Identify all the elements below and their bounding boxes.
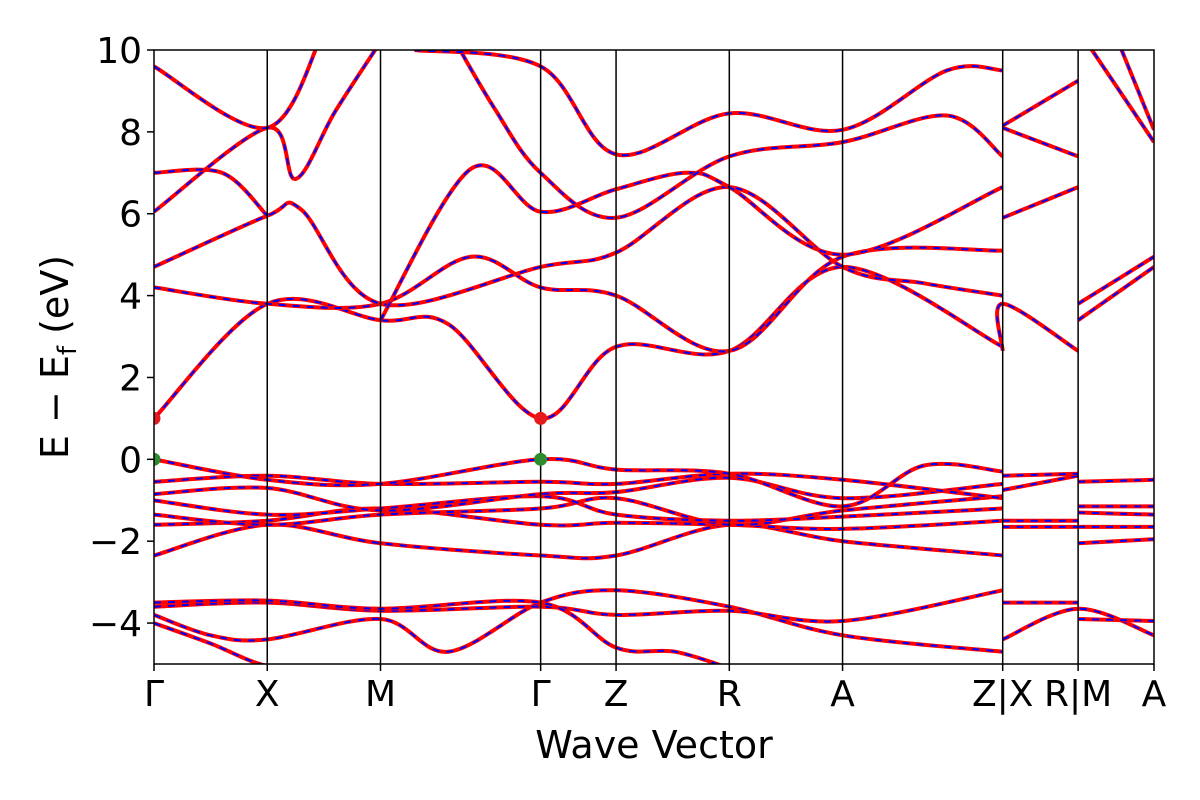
band-line-dashed-6 — [154, 495, 1003, 527]
y-tick-label-0: 10 — [96, 31, 142, 72]
x-tick-label-2: M — [365, 674, 396, 715]
band-line-solid-24 — [1002, 473, 1079, 492]
band-line-dashed-7 — [154, 495, 1003, 522]
band-line-solid-2 — [154, 588, 1004, 624]
x-tick-label-4: Z — [604, 674, 629, 715]
y-tick-label-5: 0 — [119, 440, 142, 481]
band-line-solid-38 — [1089, 50, 1154, 144]
y-tick-label-1: 8 — [119, 113, 142, 154]
band-line-dashed-8 — [154, 476, 1003, 512]
band-line-dashed-36 — [1077, 266, 1154, 322]
band-line-dashed-1 — [154, 589, 1003, 653]
band-line-dashed-24 — [1002, 474, 1079, 491]
band-line-dashed-31 — [1078, 538, 1154, 545]
x-tick-label-6: A — [830, 674, 855, 715]
band-line-dashed-27 — [1002, 186, 1079, 219]
marker-cbm-0 — [154, 411, 161, 425]
marker-vbm-3 — [534, 452, 548, 466]
band-line-solid-0 — [154, 621, 268, 664]
band-line-dashed-15 — [154, 168, 269, 217]
x-tick-label-8: R|M — [1044, 674, 1112, 715]
band-line-dashed-11 — [154, 265, 1004, 420]
band-line-solid-39 — [1119, 50, 1154, 131]
band-line-dashed-12 — [154, 246, 1003, 353]
x-tick-label-3: Γ — [531, 674, 551, 715]
band-line-solid-18 — [457, 50, 1005, 220]
band-line-solid-30 — [1078, 617, 1154, 623]
band-line-solid-29 — [1002, 125, 1079, 159]
x-tick-label-1: X — [255, 674, 280, 715]
band-line-dashed-20 — [1002, 607, 1154, 641]
y-axis-label-subscript: f — [53, 345, 83, 355]
plot-frame — [153, 49, 1155, 665]
y-tick-label-7: −4 — [89, 604, 142, 645]
band-line-dashed-29 — [1002, 126, 1079, 158]
band-line-dashed-26 — [996, 302, 1079, 352]
high-symmetry-lines — [266, 50, 1079, 664]
band-line-solid-26 — [995, 301, 1080, 353]
band-line-solid-33 — [1078, 510, 1154, 517]
band-line-dashed-18 — [458, 50, 1004, 219]
extrema-markers — [154, 411, 548, 466]
marker-cbm-1 — [534, 411, 548, 425]
y-axis-label: E − Ef (eV) — [33, 255, 83, 459]
x-tick-label-0: Γ — [144, 674, 164, 715]
y-axis-label-unit: (eV) — [33, 255, 77, 346]
band-line-dashed-19 — [414, 50, 1003, 157]
x-tick-label-5: R — [717, 674, 742, 715]
band-line-dashed-37 — [1077, 255, 1154, 305]
band-line-dashed-14 — [154, 50, 377, 213]
band-line-dashed-25 — [1002, 472, 1079, 477]
band-line-solid-25 — [1002, 471, 1079, 478]
y-tick-label-2: 6 — [119, 195, 142, 236]
x-axis-label: Wave Vector — [535, 723, 773, 767]
band-line-solid-27 — [1001, 185, 1079, 220]
y-tick-label-6: −2 — [89, 522, 142, 563]
x-tick-label-9: A — [1142, 674, 1167, 715]
band-line-dashed-17 — [379, 164, 1004, 321]
x-ticks: Γ X M Γ Z R A Z|X R|M A — [144, 664, 1167, 715]
band-line-dashed-33 — [1078, 511, 1154, 516]
band-line-solid-35 — [1078, 477, 1154, 484]
marker-vbm-2 — [154, 452, 161, 466]
bands-layer — [154, 50, 1154, 664]
band-line-dashed-13 — [154, 186, 1003, 307]
band-line-solid-15 — [154, 167, 269, 218]
band-line-dashed-16 — [154, 50, 317, 130]
y-ticks: 10 8 6 4 2 0 −2 −4 — [89, 31, 154, 645]
y-tick-label-3: 4 — [119, 277, 142, 318]
band-line-dashed-35 — [1078, 478, 1154, 483]
band-line-solid-19 — [414, 50, 1003, 158]
y-axis-label-main: E − E — [33, 355, 77, 459]
y-tick-label-4: 2 — [119, 358, 142, 399]
band-line-solid-16 — [154, 50, 318, 131]
band-line-dashed-30 — [1078, 618, 1154, 622]
band-line-solid-17 — [378, 163, 1004, 322]
band-line-solid-31 — [1078, 537, 1154, 546]
band-line-dashed-28 — [1002, 79, 1079, 127]
band-line-dashed-0 — [154, 622, 264, 664]
x-tick-label-7: Z|X — [972, 674, 1033, 715]
